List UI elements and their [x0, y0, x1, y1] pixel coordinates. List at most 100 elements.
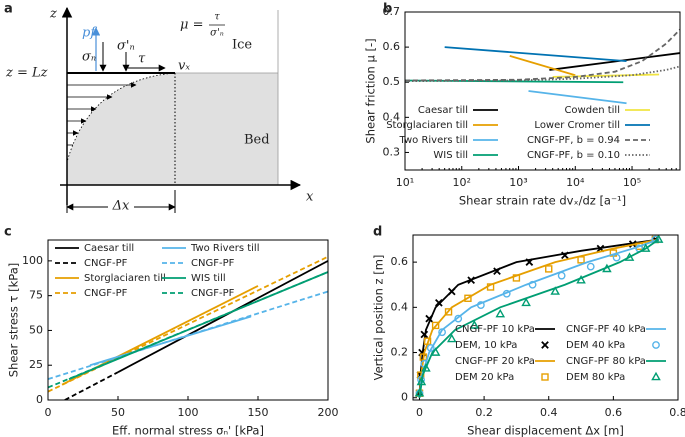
legend-label: CNGF-PF 10 kPa — [455, 324, 535, 335]
x-tick-label: 0.2 — [475, 406, 493, 419]
bed-label: Bed — [244, 133, 270, 148]
marker — [541, 341, 549, 349]
x-tick-label: 0.4 — [540, 406, 558, 419]
legend-label: CNGF-PF — [84, 258, 128, 269]
y-axis-label: Vertical position z [m] — [372, 255, 386, 381]
panel-c: c 0 50 100 150 200 0 25 50 75 100 Eff. normal stres… — [4, 225, 339, 437]
legend-label: DEM, 10 kPa — [455, 340, 517, 351]
x-tick-label: 0.8 — [669, 406, 685, 419]
marker — [561, 251, 569, 260]
marker — [416, 376, 427, 386]
marker — [586, 262, 595, 271]
series-line — [64, 371, 119, 400]
marker — [467, 276, 476, 285]
panel-a: a z x pf σₙ σ'ₙ τ vₓ μ = τ σ'ₙ Ice — [4, 2, 314, 214]
marker — [652, 341, 660, 349]
x-tick-label: 10³ — [509, 176, 527, 189]
marker — [444, 308, 453, 316]
mu-denominator: σ'ₙ — [210, 28, 224, 39]
y-tick-label: 0.2 — [391, 346, 409, 359]
x-tick-label: 10² — [453, 176, 471, 189]
x-tick-label: 0 — [45, 406, 52, 419]
legend-label: Storglaciaren till — [84, 273, 166, 284]
ice-label: Ice — [232, 38, 252, 53]
x-axis-label: Shear strain rate dvₓ/dz [a⁻¹] — [459, 194, 626, 208]
series-line — [552, 73, 660, 78]
series-line — [405, 28, 680, 82]
series-line — [528, 90, 627, 105]
series-line — [48, 271, 328, 389]
marker — [493, 267, 501, 276]
plot-frame — [404, 11, 681, 171]
marker — [521, 297, 531, 307]
series-line — [549, 52, 680, 71]
legend-label: Cowden till — [564, 105, 620, 116]
y-tick-label: 100 — [22, 254, 43, 267]
marker — [653, 235, 664, 243]
x-tick-label: 10⁴ — [566, 176, 585, 189]
series-line — [48, 290, 328, 380]
x-tick-label: 10¹ — [396, 176, 414, 189]
plot-frame — [412, 234, 679, 401]
series-line — [117, 260, 328, 373]
marker — [430, 347, 441, 356]
series-line — [418, 238, 660, 398]
marker — [447, 287, 456, 296]
y-tick-label: 0.6 — [391, 255, 409, 268]
y-tick-label: 0.5 — [383, 75, 401, 88]
mu-label: μ = — [180, 18, 203, 33]
legend-label: CNGF-PF — [84, 288, 128, 299]
plot-area — [414, 235, 664, 398]
panel-letter: c — [4, 225, 12, 240]
y-tick-label: 25 — [29, 358, 43, 371]
panel-d: d 0 0.2 0.4 0.6 0.8 0 0.2 0.4 0.6 Shear displaceme… — [372, 225, 685, 437]
marker — [640, 243, 651, 252]
marker — [464, 294, 472, 302]
legend-label: CNGF-PF — [191, 258, 235, 269]
x-tick-label: 100 — [178, 406, 199, 419]
y-tick-label: 0.7 — [383, 5, 401, 18]
marker — [525, 258, 534, 266]
shear-zone — [67, 73, 175, 162]
legend-label: CNGF-PF 20 kPa — [455, 356, 535, 367]
vx-label: vₓ — [178, 59, 190, 74]
marker — [502, 289, 511, 298]
marker — [425, 314, 433, 323]
x-axis-label: Eff. normal stress σₙ' [kPa] — [112, 424, 264, 437]
velocity-arrows — [67, 82, 137, 146]
marker — [421, 363, 431, 372]
marker — [545, 265, 553, 273]
surface-label: z = Lz — [5, 66, 48, 81]
series-line — [444, 46, 627, 63]
legend-label: Two Rivers till — [190, 243, 259, 254]
marker — [528, 280, 537, 289]
legend: Caesar till CNGF-PF Storglaciaren till CNGF… — [55, 243, 259, 299]
x-tick-label: 200 — [318, 406, 339, 419]
panel-letter: d — [373, 225, 382, 240]
marker — [541, 373, 549, 381]
y-tick-label: 0.4 — [383, 110, 401, 123]
legend-label: Caesar till — [84, 243, 134, 254]
x-tick-label: 10⁵ — [623, 176, 641, 189]
marker — [550, 286, 560, 295]
marker — [420, 330, 429, 339]
profile-curve — [66, 72, 176, 163]
marker — [469, 320, 480, 329]
legend-label: CNGF-PF 80 kPa — [566, 356, 646, 367]
y-tick-label: 50 — [29, 323, 43, 336]
y-axis-label: Shear friction μ [-] — [364, 38, 378, 143]
y-tick-label: 0.6 — [383, 40, 401, 53]
series-line — [405, 65, 680, 83]
marker — [435, 298, 443, 307]
marker — [651, 371, 661, 381]
plot-frame — [47, 239, 329, 401]
pf-label: pf — [82, 26, 97, 41]
legend-label: WIS till — [191, 273, 226, 284]
marker — [557, 271, 566, 280]
legend: Caesar till Storglaciaren till Two Rivers … — [386, 105, 650, 161]
plot-area — [48, 255, 328, 400]
legend-label: WIS till — [433, 150, 468, 161]
dx-label: Δx — [112, 199, 130, 214]
marker — [612, 253, 621, 262]
